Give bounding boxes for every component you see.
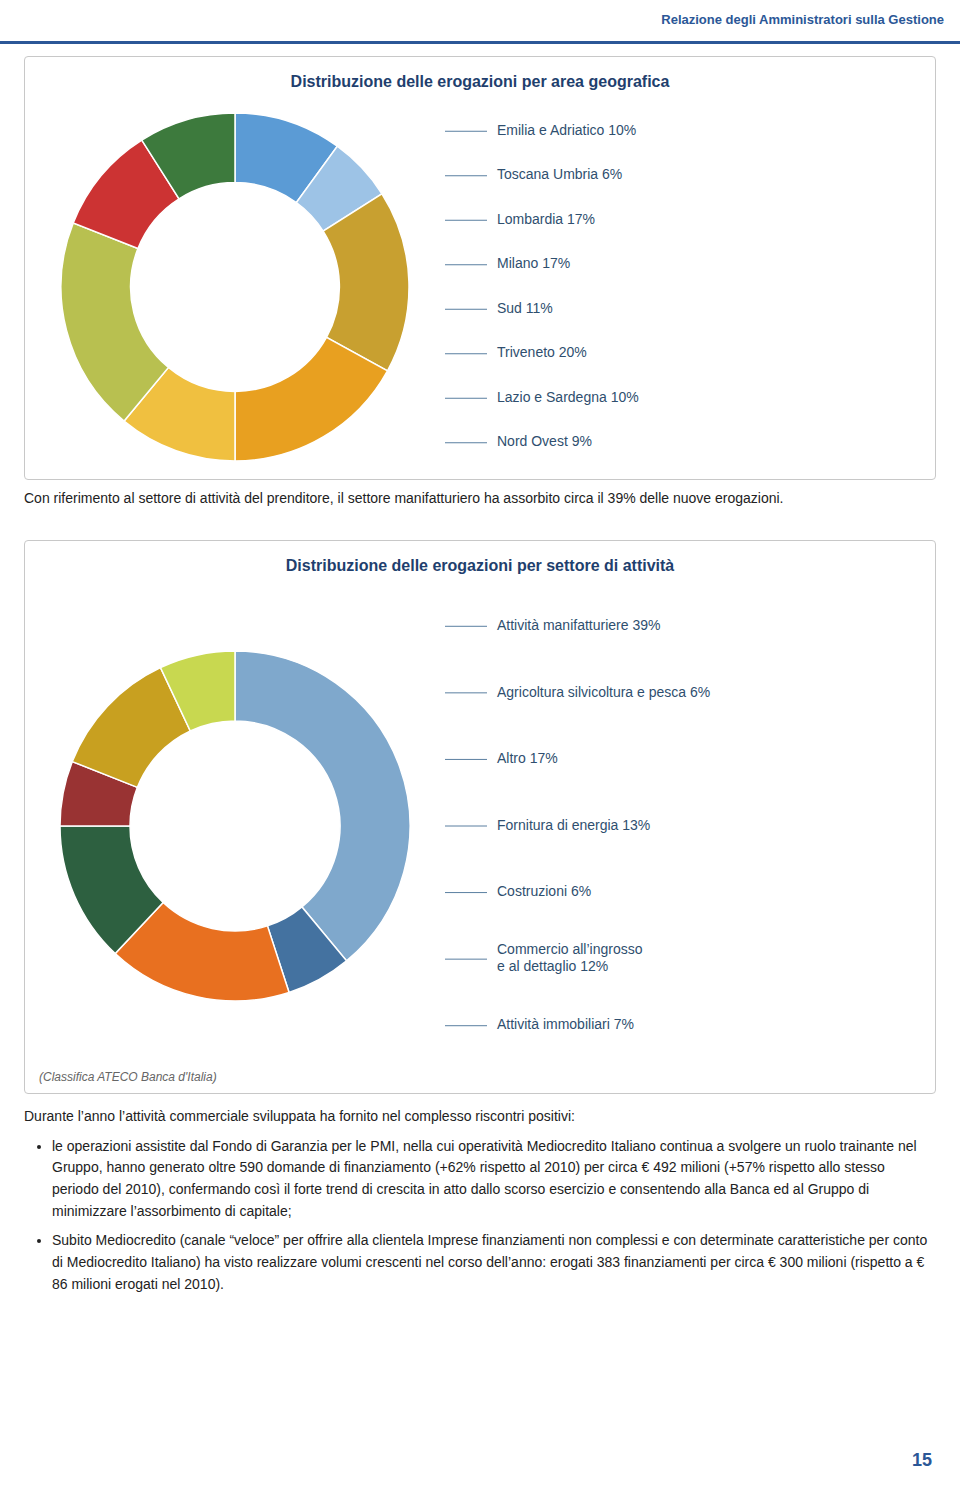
label-line-text: Sud 11% xyxy=(497,300,553,316)
label-line xyxy=(445,264,487,265)
slice xyxy=(61,223,168,421)
header-bar: Relazione degli Amministratori sulla Ges… xyxy=(0,0,960,44)
label-line xyxy=(445,892,487,893)
slice-label: Nord Ovest 9% xyxy=(497,433,592,449)
label-line-text: Costruzioni 6% xyxy=(497,883,591,899)
body-text: Durante l’anno l’attività commerciale sv… xyxy=(24,1106,934,1304)
slice xyxy=(142,113,235,199)
bullet: Subito Mediocredito (canale “veloce” per… xyxy=(52,1230,934,1295)
chart-box: Distribuzione delle erogazioni per setto… xyxy=(24,540,936,1094)
label-line xyxy=(445,220,487,221)
label-line xyxy=(445,353,487,354)
label-line xyxy=(445,759,487,760)
slice-label: Agricoltura silvicoltura e pesca 6% xyxy=(497,684,710,700)
slice xyxy=(60,826,163,954)
label-line xyxy=(445,131,487,132)
slice-label: Attività immobiliari 7% xyxy=(497,1016,634,1032)
chart-box: Distribuzione delle erogazioni per area … xyxy=(24,56,936,480)
chart-title: Distribuzione delle erogazioni per area … xyxy=(291,73,670,90)
label-line-text: Altro 17% xyxy=(497,750,558,766)
slice xyxy=(235,651,410,961)
label-line-text: Triveneto 20% xyxy=(497,344,587,360)
page-header: Relazione degli Amministratori sulla Ges… xyxy=(661,12,944,27)
page: Relazione degli Amministratori sulla Ges… xyxy=(0,0,960,1503)
label-line-text: Milano 17% xyxy=(497,255,570,271)
slice-label: Fornitura di energia 13% xyxy=(497,817,650,833)
slice-label: Lazio e Sardegna 10% xyxy=(497,389,639,405)
slice-label: Triveneto 20% xyxy=(497,344,587,360)
slice-label: Altro 17% xyxy=(497,750,558,766)
page-number: 15 xyxy=(912,1450,932,1471)
chart-svg: Distribuzione delle erogazioni per area … xyxy=(25,57,935,479)
label-line xyxy=(445,692,487,693)
label-line-text: Nord Ovest 9% xyxy=(497,433,592,449)
slice-label: Attività manifatturiere 39% xyxy=(497,617,660,633)
donut xyxy=(60,651,410,1001)
label-line xyxy=(445,175,487,176)
donut xyxy=(61,113,409,461)
slice-label: Lombardia 17% xyxy=(497,211,595,227)
slice-label: Milano 17% xyxy=(497,255,570,271)
label-line-text: Fornitura di energia 13% xyxy=(497,817,650,833)
label-line-text: Commercio all’ingrosso xyxy=(497,941,643,957)
chart-svg: Distribuzione delle erogazioni per setto… xyxy=(25,541,935,1093)
bullet: le operazioni assistite dal Fondo di Gar… xyxy=(52,1136,934,1223)
slice xyxy=(160,651,235,731)
label-line xyxy=(445,959,487,960)
slice-label: Commercio all’ingrossoe al dettaglio 12% xyxy=(497,941,643,974)
label-line xyxy=(445,1025,487,1026)
text-between: Con riferimento al settore di attività d… xyxy=(24,488,934,508)
label-line xyxy=(445,398,487,399)
label-line-text: Agricoltura silvicoltura e pesca 6% xyxy=(497,684,710,700)
label-line xyxy=(445,626,487,627)
label-line-text: Emilia e Adriatico 10% xyxy=(497,122,636,138)
slice-label: Emilia e Adriatico 10% xyxy=(497,122,636,138)
slice xyxy=(235,337,387,461)
label-line xyxy=(445,442,487,443)
bullet-list: le operazioni assistite dal Fondo di Gar… xyxy=(24,1136,934,1296)
footnote: (Classifica ATECO Banca d'Italia) xyxy=(39,1070,217,1084)
chart-title: Distribuzione delle erogazioni per setto… xyxy=(286,557,675,574)
slice-label: Costruzioni 6% xyxy=(497,883,591,899)
slice-label: Toscana Umbria 6% xyxy=(497,166,622,182)
label-line xyxy=(445,826,487,827)
label-line xyxy=(445,309,487,310)
label-line-text: Lazio e Sardegna 10% xyxy=(497,389,639,405)
label-line-text: Attività immobiliari 7% xyxy=(497,1016,634,1032)
label-line-text: e al dettaglio 12% xyxy=(497,958,608,974)
label-line-text: Attività manifatturiere 39% xyxy=(497,617,660,633)
label-line-text: Lombardia 17% xyxy=(497,211,595,227)
label-line-text: Toscana Umbria 6% xyxy=(497,166,622,182)
intro: Durante l’anno l’attività commerciale sv… xyxy=(24,1106,934,1128)
slice-label: Sud 11% xyxy=(497,300,553,316)
